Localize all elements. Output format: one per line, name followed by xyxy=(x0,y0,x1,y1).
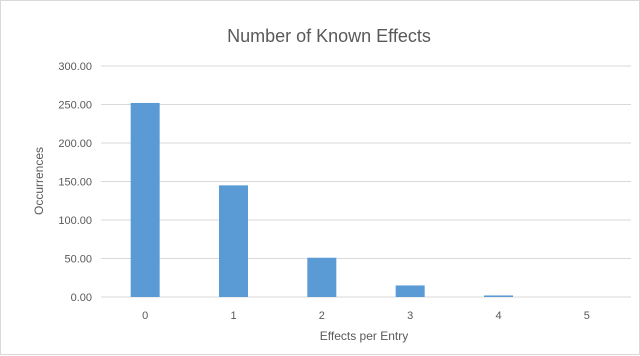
y-tick-label: 250.00 xyxy=(58,100,92,112)
y-axis-ticks: 0.00 50.00 100.00 150.00 200.00 250.00 300.00 xyxy=(58,61,92,304)
bars xyxy=(130,102,513,298)
y-tick-label: 50.00 xyxy=(64,254,92,266)
x-tick-label: 4 xyxy=(495,310,501,322)
x-tick-label: 1 xyxy=(230,310,236,322)
x-tick-label: 3 xyxy=(407,310,413,322)
x-axis-ticks: 0 1 2 3 4 5 xyxy=(142,310,590,322)
chart-title: Number of Known Effects xyxy=(227,26,431,46)
bar-4 xyxy=(484,295,513,297)
bar-1 xyxy=(219,185,248,297)
bar-3 xyxy=(395,285,425,297)
x-tick-label: 5 xyxy=(584,310,590,322)
y-axis-title: Occurrences xyxy=(32,147,46,215)
x-axis-title: Effects per Entry xyxy=(320,329,408,343)
bar-2 xyxy=(307,257,337,297)
y-tick-label: 300.00 xyxy=(58,61,92,73)
x-tick-label: 2 xyxy=(319,310,325,322)
x-tick-label: 0 xyxy=(142,310,148,322)
y-tick-label: 100.00 xyxy=(58,215,92,227)
y-tick-label: 150.00 xyxy=(58,177,92,189)
y-tick-label: 0.00 xyxy=(71,292,92,304)
gridlines xyxy=(101,65,631,298)
y-tick-label: 200.00 xyxy=(58,138,92,150)
bar-0 xyxy=(130,102,160,298)
